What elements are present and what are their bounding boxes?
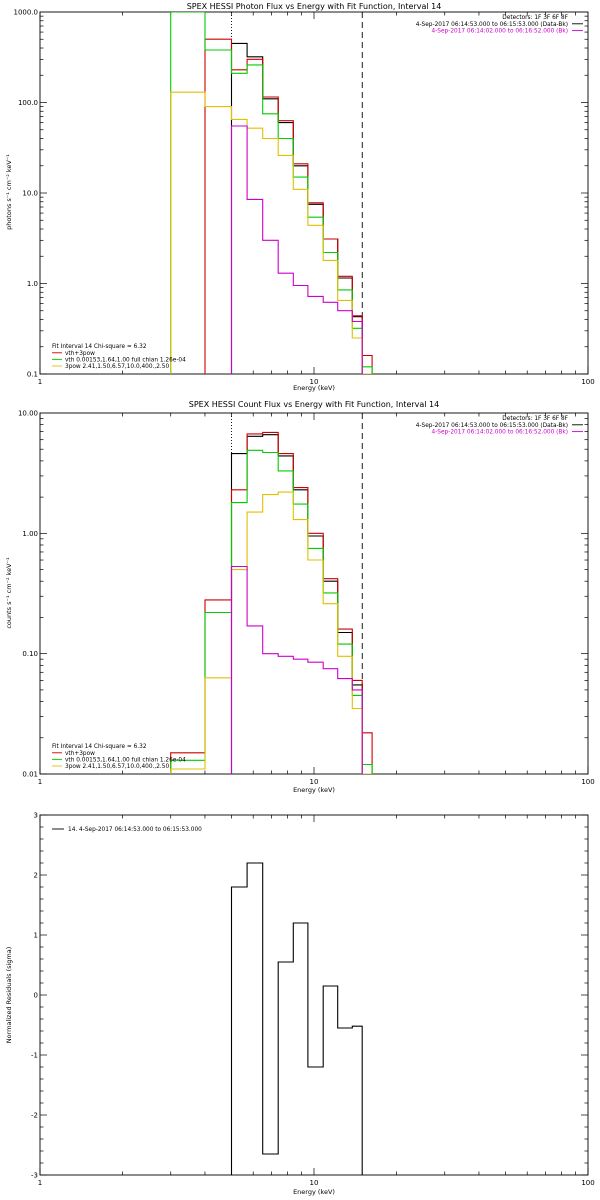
residuals-x-tick-label: 1 bbox=[38, 1179, 42, 1187]
photon-flux-legend-entry: vth+3pow bbox=[65, 351, 95, 357]
photon-flux-x-label: Energy (keV) bbox=[293, 384, 335, 392]
photon-flux-title: SPEX HESSI Photon Flux vs Energy with Fi… bbox=[187, 2, 442, 11]
count-flux-x-label: Energy (keV) bbox=[293, 786, 335, 794]
count-flux-x-tick-label: 10 bbox=[310, 778, 319, 786]
photon-flux-panel: SPEX HESSI Photon Flux vs Energy with Fi… bbox=[5, 2, 595, 392]
photon-flux-legend-entry: vth 0.00153,1.64,1.00 full chian 1.26e-0… bbox=[65, 357, 186, 363]
photon-flux-series-1-histogram bbox=[204, 38, 373, 374]
photon-flux-series-3-histogram bbox=[170, 91, 373, 374]
count-flux-x-tick-label: 1 bbox=[38, 778, 42, 786]
count-flux-series-0-histogram bbox=[230, 434, 363, 774]
count-flux-panel: SPEX HESSI Count Flux vs Energy with Fit… bbox=[5, 400, 595, 794]
count-flux-series-4-histogram bbox=[230, 565, 363, 774]
count-flux-legend-entry: 3pow 2.41,1.50,6.57,10.0,400.,2.50 bbox=[65, 764, 169, 770]
residuals-y-tick-label: -1 bbox=[31, 1052, 38, 1060]
residuals-y-tick-label: 2 bbox=[34, 872, 38, 880]
residuals-series-0-histogram bbox=[230, 862, 363, 1175]
photon-flux-series-0-histogram bbox=[230, 42, 363, 374]
photon-flux-x-tick-label: 10 bbox=[310, 378, 319, 386]
count-flux-legend-entry: vth 0.00153,1.64,1.00 full chian 1.26e-0… bbox=[65, 757, 186, 763]
photon-flux-y-label: photons s⁻¹ cm⁻² keV⁻¹ bbox=[5, 154, 13, 230]
photon-flux-info-line: 4-Sep-2017 06:14:53.000 to 06:15:53.000 … bbox=[416, 22, 568, 28]
residuals-y-tick-label: -2 bbox=[31, 1112, 38, 1120]
residuals-y-tick-label: 3 bbox=[34, 812, 38, 820]
photon-flux-info-line: 4-Sep-2017 06:14:02.000 to 06:16:52.000 … bbox=[432, 29, 568, 35]
residuals-y-tick-label: -3 bbox=[31, 1172, 38, 1180]
residuals-legend-entry: 14. 4-Sep-2017 06:14:53.000 to 06:15:53.… bbox=[68, 827, 202, 833]
count-flux-x-tick-label: 100 bbox=[581, 778, 594, 786]
photon-flux-legend-entry: Fit Interval 14 Chi-square = 6.32 bbox=[52, 344, 147, 350]
residuals-x-label: Energy (keV) bbox=[293, 1188, 335, 1196]
count-flux-legend-entry: Fit Interval 14 Chi-square = 6.32 bbox=[52, 744, 147, 750]
photon-flux-y-tick-label: 1000.0 bbox=[14, 9, 39, 17]
residuals-x-tick-label: 100 bbox=[581, 1179, 594, 1187]
residuals-y-tick-label: 1 bbox=[34, 932, 38, 940]
residuals-panel: Energy (keV) Normalized Residuals (sigma… bbox=[5, 812, 595, 1197]
photon-flux-y-tick-label: 1.0 bbox=[27, 280, 38, 288]
count-flux-y-label: counts s⁻¹ cm⁻² keV⁻¹ bbox=[5, 557, 13, 629]
count-flux-y-tick-label: 0.01 bbox=[22, 771, 38, 779]
count-flux-info-line: Detectors: 1F 3F 6F 8F bbox=[502, 416, 568, 422]
count-flux-legend-entry: vth+3pow bbox=[65, 751, 95, 757]
photon-flux-series-4-histogram bbox=[230, 125, 363, 374]
residuals-x-tick-label: 10 bbox=[310, 1179, 319, 1187]
photon-flux-x-tick-label: 100 bbox=[581, 378, 594, 386]
photon-flux-x-tick-label: 1 bbox=[38, 378, 42, 386]
count-flux-y-tick-label: 1.00 bbox=[22, 530, 38, 538]
count-flux-y-tick-label: 0.10 bbox=[22, 650, 38, 658]
count-flux-title: SPEX HESSI Count Flux vs Energy with Fit… bbox=[189, 400, 440, 409]
count-flux-y-tick-label: 10.00 bbox=[18, 410, 38, 418]
photon-flux-legend-entry: 3pow 2.41,1.50,6.57,10.0,400.,2.50 bbox=[65, 364, 169, 370]
residuals-y-label: Normalized Residuals (sigma) bbox=[5, 947, 13, 1044]
photon-flux-y-tick-label: 100.0 bbox=[18, 99, 38, 107]
residuals-y-tick-label: 0 bbox=[34, 992, 38, 1000]
photon-flux-y-tick-label: 0.1 bbox=[27, 371, 38, 379]
photon-flux-y-tick-label: 10.0 bbox=[22, 190, 38, 198]
photon-flux-info-line: Detectors: 1F 3F 6F 8F bbox=[502, 15, 568, 21]
count-flux-info-line: 4-Sep-2017 06:14:02.000 to 06:16:52.000 … bbox=[432, 430, 568, 436]
count-flux-info-line: 4-Sep-2017 06:14:53.000 to 06:15:53.000 … bbox=[416, 423, 568, 429]
